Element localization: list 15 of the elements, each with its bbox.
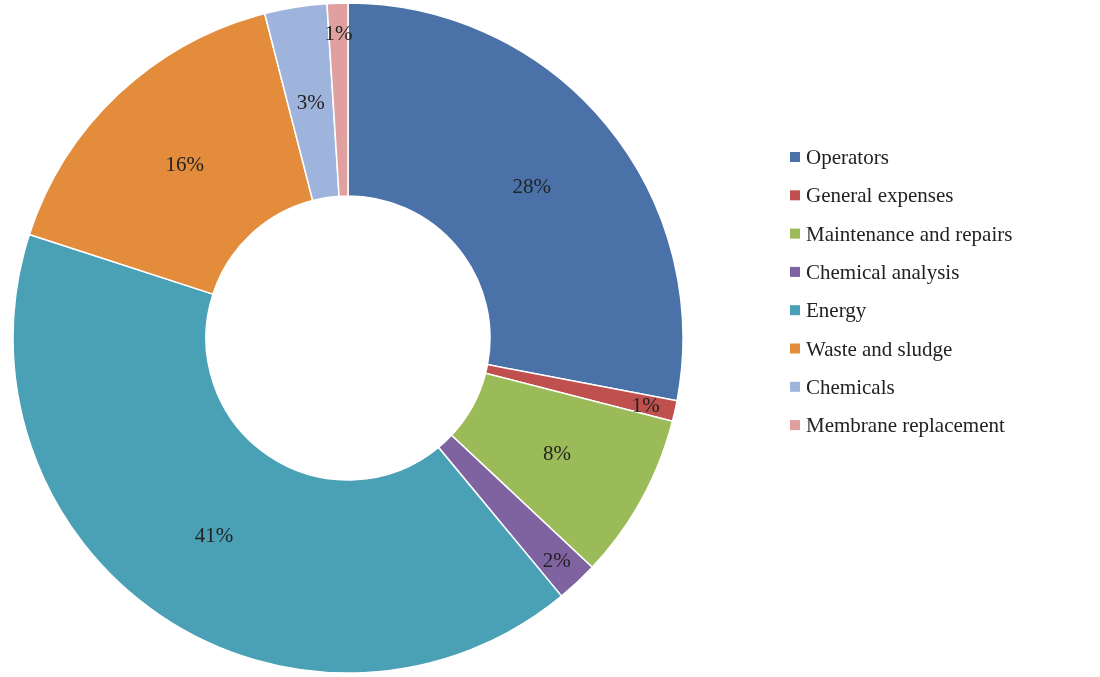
data-label: 8%: [543, 440, 571, 465]
legend-label: Waste and sludge: [806, 336, 953, 361]
legend-label: Maintenance and repairs: [806, 221, 1013, 246]
data-label: 41%: [194, 523, 234, 548]
data-label: 16%: [165, 152, 204, 177]
legend-label: Membrane replacement: [806, 413, 1005, 438]
data-label: 3%: [296, 90, 325, 115]
legend-label: Operators: [806, 145, 889, 169]
legend-label: Chemical analysis: [806, 259, 960, 284]
legend-label: Chemicals: [806, 374, 895, 399]
data-label: 28%: [512, 173, 552, 198]
data-label: 2%: [542, 548, 571, 573]
legend-label: Energy: [806, 298, 867, 323]
legend-label: General expenses: [806, 183, 954, 208]
data-label: 1%: [631, 392, 660, 417]
